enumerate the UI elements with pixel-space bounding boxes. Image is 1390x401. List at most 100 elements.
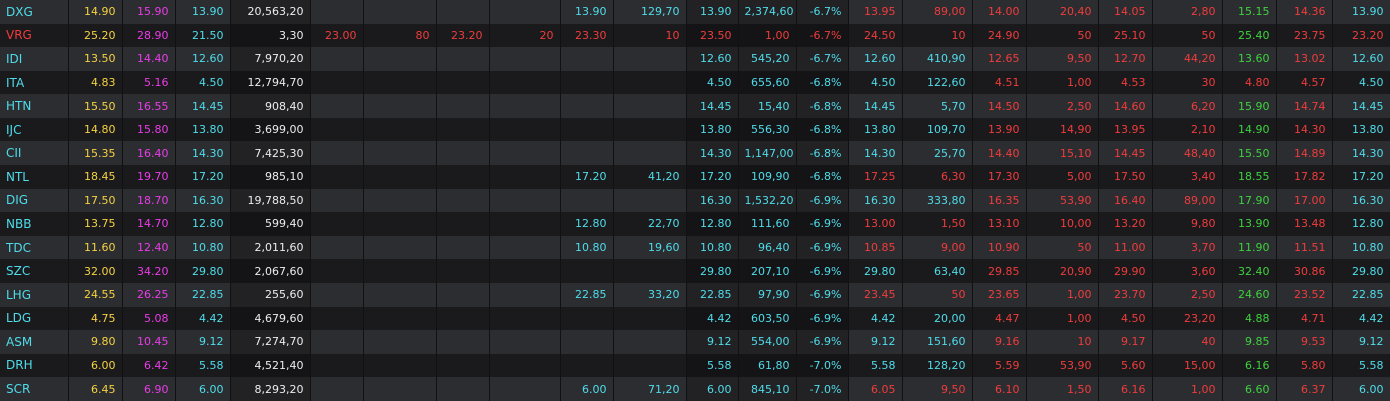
cell: 3,699,00 [230, 117, 311, 142]
cell [310, 188, 364, 213]
cell: 207,10 [738, 259, 797, 283]
cell: 15.90 [122, 0, 176, 24]
stock-row[interactable]: IDI 13.50 14.40 12.60 7,970,20 12.60 545,20 -6.… [0, 47, 1390, 71]
stock-row[interactable]: NBB 13.75 14.70 12.80 599,40 12.80 22,70 12.80 1… [0, 212, 1390, 236]
stock-row[interactable]: CII 15.35 16.40 14.30 7,425,30 14.30 1,147,00-… [0, 141, 1390, 166]
cell: 6.05 [848, 377, 903, 401]
cell: 16.30 [1332, 188, 1390, 213]
cell [310, 0, 364, 24]
stock-row[interactable]: LDG 4.75 5.08 4.42 4,679,60 4.42 603,50 -6.9% 4.… [0, 306, 1390, 331]
cell: 109,90 [738, 165, 797, 189]
cell: 34.20 [122, 259, 176, 283]
cell: 17.20 [175, 165, 231, 189]
cell [436, 70, 490, 95]
cell: 14,90 [1026, 117, 1099, 142]
cell: 20,00 [902, 306, 973, 331]
cell: 29.80 [686, 259, 739, 283]
cell: -6.9% [796, 330, 849, 354]
cell [489, 282, 561, 307]
cell: 14.70 [122, 212, 176, 236]
cell: 14.45 [175, 94, 231, 118]
cell: 15,00 [1152, 353, 1223, 378]
cell: 4.88 [1222, 306, 1277, 331]
cell: 13.20 [1098, 212, 1153, 236]
cell: 4.50 [686, 70, 739, 95]
cell: 9.85 [1222, 330, 1277, 354]
cell: 9.12 [175, 330, 231, 354]
stock-row[interactable]: NTL 18.45 19.70 17.20 985,10 17.20 41,20 17.20 1… [0, 165, 1390, 189]
symbol: NTL [0, 165, 69, 189]
cell: 24.50 [848, 23, 903, 48]
cell: 19.70 [122, 165, 176, 189]
stock-row[interactable]: TDC 11.60 12.40 10.80 2,011,60 10.80 19,60 10.8… [0, 235, 1390, 260]
cell: 12.60 [175, 47, 231, 71]
cell: 4.42 [686, 306, 739, 331]
cell: 15.50 [68, 94, 123, 118]
symbol: TDC [0, 235, 69, 260]
cell: 12.65 [972, 47, 1027, 71]
cell [436, 165, 490, 189]
cell: 2,10 [1152, 117, 1223, 142]
stock-row[interactable]: VRG 25.20 28.90 21.50 3,30 23.00 80 23.20 20 23.3… [0, 23, 1390, 48]
cell: 10 [902, 23, 973, 48]
cell: 10.80 [560, 235, 614, 260]
stock-row[interactable]: ASM 9.80 10.45 9.12 7,274,70 9.12 554,00 -6.9% 9… [0, 330, 1390, 354]
symbol: HTN [0, 94, 69, 118]
cell: 50 [1152, 23, 1223, 48]
cell: 12.60 [686, 47, 739, 71]
cell: 4.42 [1332, 306, 1390, 331]
cell [310, 94, 364, 118]
cell: 13.90 [560, 0, 614, 24]
cell: 25.20 [68, 23, 123, 48]
cell: -6.8% [796, 141, 849, 166]
cell: 15.50 [1222, 141, 1277, 166]
cell: 13.80 [175, 117, 231, 142]
stock-row[interactable]: DXG 14.90 15.90 13.90 20,563,20 13.90 129,70 13… [0, 0, 1390, 24]
cell [436, 330, 490, 354]
cell: 1,50 [1026, 377, 1099, 401]
stock-row[interactable]: SZC 32.00 34.20 29.80 2,067,60 29.80 207,10 -6.… [0, 259, 1390, 283]
stock-row[interactable]: DRH 6.00 6.42 5.58 4,521,40 5.58 61,80 -7.0% 5.5… [0, 353, 1390, 378]
cell [363, 188, 437, 213]
cell: 9.17 [1098, 330, 1153, 354]
symbol: DIG [0, 188, 69, 213]
cell: 14.00 [972, 0, 1027, 24]
cell: 2,50 [1152, 282, 1223, 307]
stock-row[interactable]: ITA 4.83 5.16 4.50 12,794,70 4.50 655,60 -6.8% 4… [0, 70, 1390, 95]
cell: 14.50 [972, 94, 1027, 118]
cell [310, 330, 364, 354]
cell: 18.45 [68, 165, 123, 189]
cell: 53,90 [1026, 353, 1099, 378]
cell: 28.90 [122, 23, 176, 48]
cell [363, 306, 437, 331]
stock-row[interactable]: IJC 14.80 15.80 13.80 3,699,00 13.80 556,30 -6.… [0, 117, 1390, 142]
cell: 32.00 [68, 259, 123, 283]
cell [613, 47, 687, 71]
cell: 15.35 [68, 141, 123, 166]
cell: 111,60 [738, 212, 797, 236]
cell: 13.90 [686, 0, 739, 24]
cell [436, 47, 490, 71]
cell: 4.53 [1098, 70, 1153, 95]
cell: 11.90 [1222, 235, 1277, 260]
cell [436, 306, 490, 331]
stock-row[interactable]: DIG 17.50 18.70 16.30 19,788,50 16.30 1,532,20… [0, 188, 1390, 213]
cell [560, 117, 614, 142]
cell: 8,293,20 [230, 377, 311, 401]
cell: 13.90 [175, 0, 231, 24]
cell: 9,50 [902, 377, 973, 401]
cell: 4.83 [68, 70, 123, 95]
stock-row[interactable]: LHG 24.55 26.25 22.85 255,60 22.85 33,20 22.85 9… [0, 282, 1390, 307]
cell: 13.90 [1332, 0, 1390, 24]
stock-row[interactable]: SCR 6.45 6.90 6.00 8,293,20 6.00 71,20 6.00 845,… [0, 377, 1390, 401]
cell: 9.80 [68, 330, 123, 354]
stock-row[interactable]: HTN 15.50 16.55 14.45 908,40 14.45 15,40 -6.8% 1… [0, 94, 1390, 118]
cell: 41,20 [613, 165, 687, 189]
cell: 255,60 [230, 282, 311, 307]
cell: 14.45 [686, 94, 739, 118]
cell: 50 [1026, 23, 1099, 48]
cell: 22.85 [175, 282, 231, 307]
cell [363, 165, 437, 189]
cell: 13.90 [1222, 212, 1277, 236]
cell: 15.90 [1222, 94, 1277, 118]
